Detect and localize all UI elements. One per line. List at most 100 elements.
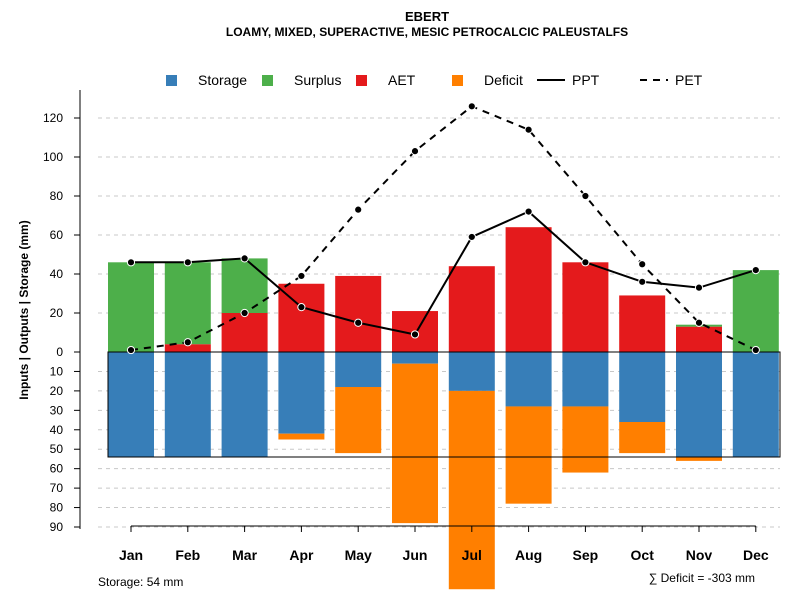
x-tick-label: May xyxy=(345,547,372,563)
x-tick-label: Dec xyxy=(743,547,769,563)
bar-deficit xyxy=(278,433,325,440)
x-tick-label: Mar xyxy=(232,547,257,563)
legend-surplus-label: Surplus xyxy=(294,72,341,88)
bar-deficit xyxy=(505,406,552,504)
bar-aet xyxy=(448,266,495,352)
chart-subtitle: LOAMY, MIXED, SUPERACTIVE, MESIC PETROCA… xyxy=(226,25,628,39)
storage-note: Storage: 54 mm xyxy=(98,575,183,589)
bar-storage xyxy=(448,352,495,391)
y-tick-label: 40 xyxy=(50,423,64,437)
legend-pet-label: PET xyxy=(675,72,703,88)
storage-capacity-box xyxy=(107,351,781,458)
y-tick-label: 80 xyxy=(50,501,64,515)
y-tick-label: 0 xyxy=(56,345,63,359)
y-tick-label: 120 xyxy=(43,111,63,125)
x-tick-label: Jul xyxy=(462,547,482,563)
ppt-point xyxy=(467,232,476,242)
ppt-point xyxy=(297,303,306,312)
pet-point xyxy=(581,191,590,201)
pet-point xyxy=(410,147,420,156)
legend: Storage Surplus AET Deficit PPT PET xyxy=(166,72,703,88)
bar-aet xyxy=(335,275,382,352)
bar-aet xyxy=(164,344,211,352)
pet-point xyxy=(354,205,363,214)
legend-aet-label: AET xyxy=(388,72,416,88)
legend-deficit-label: Deficit xyxy=(484,72,523,88)
y-tick-label: 30 xyxy=(50,403,64,417)
y-axis-label: Inputs | Outputs | Storage (mm) xyxy=(17,220,31,399)
axes: 0 20 40 60 80 100 120 10 20 30 40 50 60 70 80 90 Jan Feb M… xyxy=(43,90,769,563)
ppt-point xyxy=(524,207,533,216)
series-lines xyxy=(126,102,760,355)
pet-line xyxy=(130,105,757,352)
bar-storage xyxy=(732,352,779,457)
bar-storage xyxy=(505,352,552,407)
pet-point xyxy=(751,345,760,355)
pet-point xyxy=(638,260,647,269)
legend-aet-swatch xyxy=(356,75,367,86)
y-tick-label: 20 xyxy=(50,306,64,320)
bar-storage xyxy=(108,352,154,457)
bar-aet xyxy=(619,295,666,352)
bar-aet xyxy=(562,262,609,352)
bar-storage xyxy=(392,352,438,364)
bars xyxy=(107,227,781,590)
ppt-point xyxy=(581,258,590,267)
y-tick-label: 70 xyxy=(50,481,64,495)
ppt-point xyxy=(694,283,704,292)
bar-storage xyxy=(335,352,382,387)
chart-title: EBERT xyxy=(405,9,449,24)
bar-storage xyxy=(676,352,722,457)
y-tick-label: 80 xyxy=(50,189,64,203)
bar-deficit xyxy=(562,406,609,473)
bar-storage xyxy=(562,352,609,407)
pet-point xyxy=(240,308,249,318)
x-tick-label: Sep xyxy=(573,547,599,563)
bar-deficit xyxy=(448,390,495,590)
bar-surplus xyxy=(164,262,211,345)
legend-surplus-swatch xyxy=(262,75,273,86)
pet-point xyxy=(467,102,476,111)
ppt-point xyxy=(240,254,249,263)
legend-storage-label: Storage xyxy=(198,72,247,88)
bar-aet xyxy=(221,313,268,352)
bar-storage xyxy=(221,352,268,457)
bar-aet xyxy=(676,326,722,352)
ppt-point xyxy=(126,258,136,267)
bar-deficit xyxy=(619,422,666,454)
pet-point xyxy=(694,318,704,327)
bar-storage xyxy=(164,352,211,457)
y-tick-label: 20 xyxy=(50,384,64,398)
y-tick-label: 40 xyxy=(50,267,64,281)
x-tick-label: Oct xyxy=(631,547,655,563)
legend-deficit-swatch xyxy=(452,75,463,86)
x-tick-label: Feb xyxy=(175,547,200,563)
y-tick-label: 100 xyxy=(43,150,63,164)
grid-lines xyxy=(98,117,780,528)
x-tick-label: Jun xyxy=(403,547,428,563)
bar-storage xyxy=(278,352,325,434)
x-tick-label: Jan xyxy=(119,547,143,563)
y-tick-label: 90 xyxy=(50,520,64,534)
y-tick-label: 60 xyxy=(50,462,64,476)
bar-deficit xyxy=(392,363,438,524)
ppt-point xyxy=(751,266,760,275)
ppt-point xyxy=(183,258,192,267)
x-tick-label: Apr xyxy=(289,547,314,563)
bar-surplus xyxy=(108,262,154,352)
bar-surplus xyxy=(732,270,779,352)
y-tick-label: 10 xyxy=(50,364,64,378)
deficit-total: ∑ Deficit = -303 mm xyxy=(649,571,755,585)
ppt-point xyxy=(354,318,363,327)
pet-point xyxy=(524,125,533,134)
bar-deficit xyxy=(335,387,382,454)
bar-aet xyxy=(505,227,552,352)
bar-surplus xyxy=(221,258,268,313)
pet-point xyxy=(126,345,136,355)
legend-ppt-label: PPT xyxy=(572,72,600,88)
ppt-point xyxy=(638,277,647,286)
ppt-point xyxy=(410,330,420,339)
y-tick-label: 50 xyxy=(50,442,64,456)
x-tick-label: Nov xyxy=(686,547,713,563)
